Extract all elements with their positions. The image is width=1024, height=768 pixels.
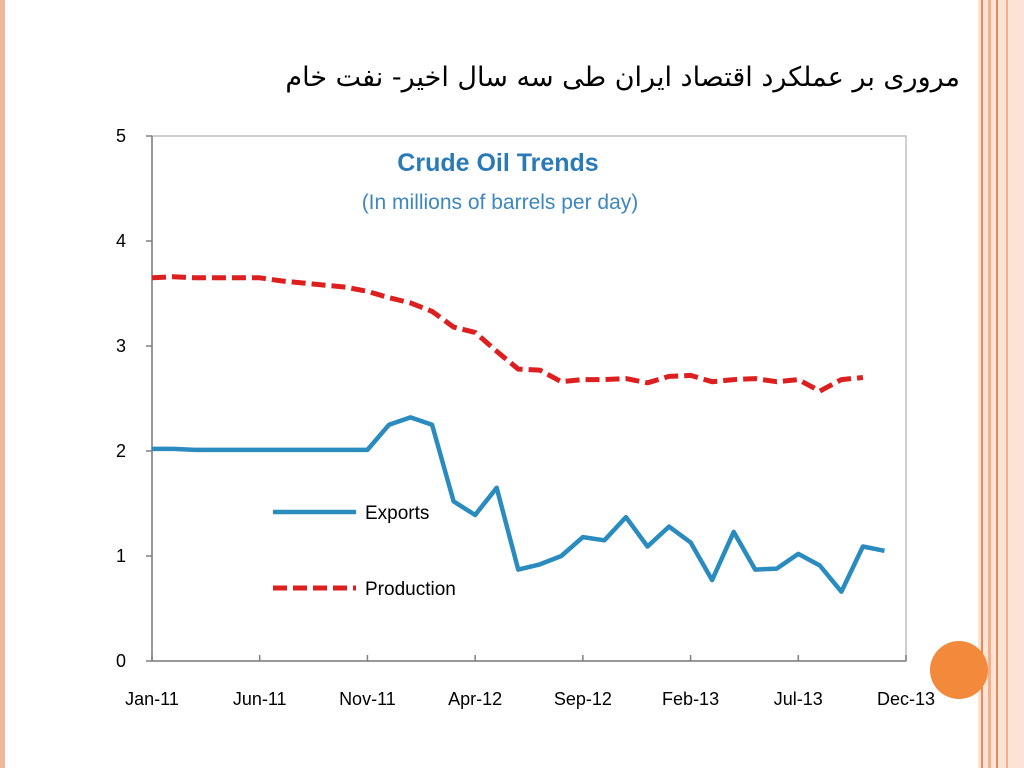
- x-tick-label: Dec-13: [877, 689, 935, 709]
- slide-left-border: [0, 0, 5, 768]
- x-tick-label: Jul-13: [774, 689, 823, 709]
- x-tick-label: Jun-11: [233, 689, 287, 709]
- legend-label-production: Production: [365, 579, 456, 600]
- series-layer: [151, 274, 885, 594]
- border-line: [988, 0, 991, 768]
- slide-right-border: [978, 0, 1024, 768]
- border-line: [996, 0, 998, 768]
- y-tick-label: 5: [116, 126, 126, 146]
- x-tick-label: Nov-11: [339, 689, 396, 709]
- y-tick-label: 2: [116, 441, 126, 461]
- chart-subtitle: (In millions of barrels per day): [362, 191, 639, 214]
- y-axis: 0 1 2 3 4 5: [116, 126, 152, 671]
- slide-title: مروری بر عملکرد اقتصاد ایران طی سه سال ا…: [285, 62, 960, 93]
- y-tick-label: 4: [116, 231, 126, 251]
- series-line-production: [151, 274, 864, 394]
- plot-border: [151, 135, 907, 662]
- legend: Exports Production: [273, 503, 456, 600]
- accent-circle: [930, 641, 988, 699]
- border-line: [981, 0, 983, 768]
- y-tick-label: 1: [116, 546, 126, 566]
- x-axis: Jan-11 Jun-11 Nov-11 Apr-12 Sep-12 Feb-13 Jul-…: [125, 655, 935, 709]
- series-line-exports: [152, 415, 885, 594]
- x-tick-label: Feb-13: [662, 689, 719, 709]
- legend-label-exports: Exports: [365, 503, 429, 524]
- chart-title: Crude Oil Trends: [397, 149, 598, 177]
- x-tick-label: Sep-12: [554, 689, 612, 709]
- x-tick-label: Apr-12: [448, 689, 502, 709]
- y-tick-label: 0: [116, 651, 126, 671]
- x-tick-label: Jan-11: [125, 689, 179, 709]
- border-line: [1006, 0, 1008, 768]
- y-tick-label: 3: [116, 336, 126, 356]
- plot-area: [151, 135, 907, 662]
